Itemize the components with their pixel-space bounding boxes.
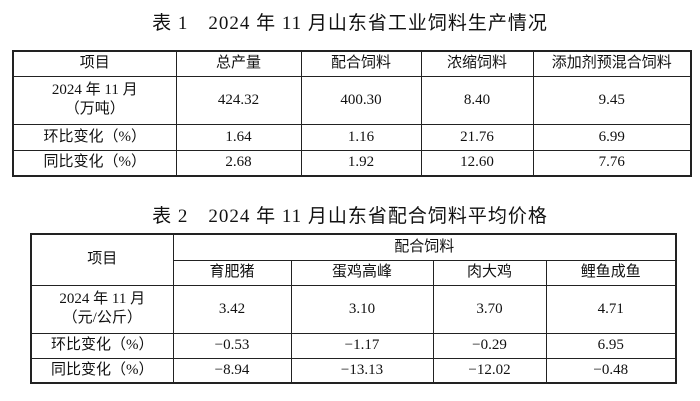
table-row: 环比变化（%） 1.64 1.16 21.76 6.99 [12,123,692,151]
column-header: 蛋鸡高峰 [290,259,434,286]
row-label: 环比变化（%） [30,332,174,359]
table-row: 环比变化（%） −0.53 −1.17 −0.29 6.95 [30,332,677,359]
header-row: 育肥猪 蛋鸡高峰 肉大鸡 鲤鱼成鱼 [31,259,677,286]
row-label: 2024 年 11 月 （万吨） [12,75,177,125]
row-label-line: （元/公斤） [62,310,142,326]
cell: 424.32 [175,75,302,125]
cell: −0.29 [432,332,547,359]
column-header: 添加剂预混合饲料 [532,50,692,77]
cell: 8.40 [420,75,534,125]
cell: −1.17 [290,332,434,359]
column-header: 项目 [12,50,177,77]
group-header: 配合饲料 [172,233,677,261]
cell: 400.30 [300,75,422,125]
cell: 9.45 [532,75,692,125]
cell: 7.76 [532,149,692,177]
table-title: 表 2 2024 年 11 月山东省配合饲料平均价格 [152,206,548,227]
column-header: 肉大鸡 [432,259,547,286]
table-row: 2024 年 11 月 （元/公斤） 3.42 3.10 3.70 4.71 [30,284,677,334]
cell: 21.76 [420,123,534,151]
cell: 2.68 [175,149,302,177]
column-header: 配合饲料 [300,50,422,77]
row-label-line: 同比变化（%） [51,361,154,378]
row-label: 2024 年 11 月 （元/公斤） [30,284,174,334]
cell: 3.42 [172,284,292,334]
table-title: 表 1 2024 年 11 月山东省工业饲料生产情况 [152,13,548,34]
cell: 6.95 [545,332,677,359]
cell: −13.13 [290,357,434,384]
cell: 12.60 [420,149,534,177]
column-header: 浓缩饲料 [420,50,534,77]
column-header: 鲤鱼成鱼 [545,259,677,286]
cell: −8.94 [172,357,292,384]
row-label: 同比变化（%） [12,149,177,177]
cell: 1.64 [175,123,302,151]
row-label-line: 环比变化（%） [43,128,147,145]
table: 项目 总产量 配合饲料 浓缩饲料 添加剂预混合饲料 2024 年 11 月 （万吨） 424.… [12,50,692,177]
table-row: 同比变化（%） 2.68 1.92 12.60 7.76 [12,149,692,177]
row-label: 同比变化（%） [30,357,174,384]
column-header: 项目 [30,233,174,286]
table-row: 同比变化（%） −8.94 −13.13 −12.02 −0.48 [30,357,677,384]
cell: −0.48 [545,357,677,384]
cell: 1.16 [300,123,422,151]
header-row: 项目 总产量 配合饲料 浓缩饲料 添加剂预混合饲料 [12,50,692,77]
cell: 1.92 [300,149,422,177]
column-header: 育肥猪 [172,259,292,286]
row-label-line: 环比变化（%） [51,337,154,353]
row-label: 环比变化（%） [12,123,177,151]
cell: 4.71 [545,284,677,334]
row-label-line: 同比变化（%） [43,154,147,171]
row-label-line: 2024 年 11 月 [59,291,146,307]
row-label-line: 2024 年 11 月 [51,82,138,98]
table: 项目 配合饲料 育肥猪 蛋鸡高峰 肉大鸡 鲤鱼成鱼 2024 年 11 月 （元/公斤） 3.4… [30,233,678,384]
table-row: 2024 年 11 月 （万吨） 424.32 400.30 8.40 9.45 [12,75,692,125]
column-header: 总产量 [175,50,302,77]
header-row: 项目 配合饲料 [30,233,677,286]
cell: 3.10 [290,284,434,334]
row-label-line: （万吨） [64,101,125,117]
cell: −12.02 [432,357,547,384]
cell: −0.53 [172,332,292,359]
cell: 3.70 [432,284,547,334]
cell: 6.99 [532,123,692,151]
